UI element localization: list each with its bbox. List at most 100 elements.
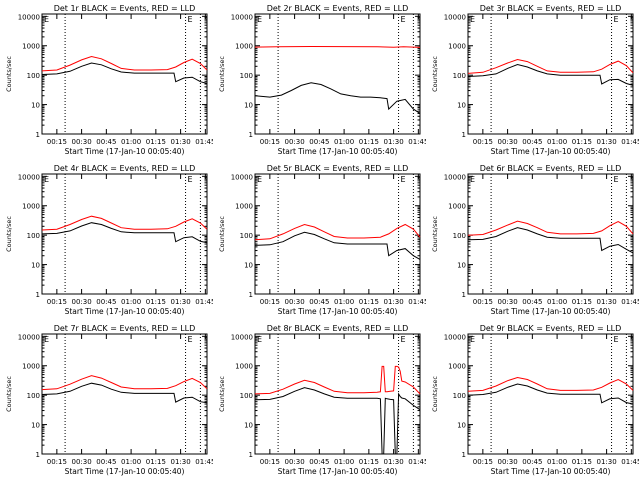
x-tick-label: 00:30 <box>72 458 92 466</box>
plot-frame <box>41 333 208 455</box>
detector-panel-3: Det 3r BLACK = Events, RED = LLD 1 10 100 10… <box>431 4 639 156</box>
y-axis-label: Counts/sec <box>5 376 13 412</box>
x-tick-label: 01:45 <box>408 458 426 466</box>
plot-frame <box>254 173 421 295</box>
marker-label: E <box>470 175 475 184</box>
x-tick-label: 00:15 <box>473 138 493 146</box>
plot-title: Det 5r BLACK = Events, RED = LLD <box>267 164 409 173</box>
y-axis-label: Counts/sec <box>431 56 439 92</box>
x-tick-label: 01:30 <box>597 458 617 466</box>
detector-panel-8: Det 8r BLACK = Events, RED = LLD 1 10 100 10… <box>218 324 426 476</box>
marker-label: E <box>44 15 49 24</box>
x-axis-label: Start Time (17-Jan-10 00:05:40) <box>278 307 398 316</box>
y-tick-label: 100 <box>27 392 40 400</box>
plot-frame <box>254 13 421 135</box>
x-tick-label: 00:15 <box>473 458 493 466</box>
x-tick-label: 00:30 <box>498 138 518 146</box>
plot-title: Det 9r BLACK = Events, RED = LLD <box>480 324 622 333</box>
y-tick-label: 1000 <box>235 203 253 211</box>
plot-frame <box>254 333 421 455</box>
x-tick-label: 01:45 <box>195 458 213 466</box>
x-axis-label: Start Time (17-Jan-10 00:05:40) <box>491 307 611 316</box>
detector-panel-5: Det 5r BLACK = Events, RED = LLD 1 10 100 10… <box>218 164 426 316</box>
events-series-line <box>254 387 421 455</box>
x-tick-label: 01:30 <box>171 298 191 306</box>
x-tick-label: 01:30 <box>171 138 191 146</box>
y-tick-label: 10000 <box>444 173 466 181</box>
x-tick-label: 00:45 <box>96 298 116 306</box>
x-axis-label: Start Time (17-Jan-10 00:05:40) <box>491 467 611 476</box>
events-series-line <box>41 62 208 84</box>
x-tick-label: 01:15 <box>146 298 166 306</box>
x-tick-label: 01:15 <box>146 138 166 146</box>
x-tick-label: 01:30 <box>384 458 404 466</box>
x-tick-label: 01:45 <box>621 138 639 146</box>
x-tick-label: 01:00 <box>121 298 141 306</box>
plot-title: Det 4r BLACK = Events, RED = LLD <box>54 164 196 173</box>
marker-label: E <box>257 335 262 344</box>
y-tick-label: 10000 <box>231 173 253 181</box>
y-tick-label: 100 <box>453 232 466 240</box>
y-tick-label: 1000 <box>448 363 466 371</box>
y-tick-label: 1 <box>36 291 40 299</box>
y-tick-label: 10 <box>31 422 40 430</box>
y-tick-label: 100 <box>453 72 466 80</box>
events-series-line <box>467 383 634 405</box>
y-tick-label: 100 <box>240 392 253 400</box>
x-tick-label: 01:45 <box>195 138 213 146</box>
marker-label: E <box>470 15 475 24</box>
y-tick-label: 100 <box>240 232 253 240</box>
x-tick-label: 01:30 <box>384 298 404 306</box>
y-tick-label: 10000 <box>444 333 466 341</box>
y-tick-label: 100 <box>240 72 253 80</box>
x-tick-label: 01:00 <box>547 298 567 306</box>
lld-series-line <box>41 375 208 391</box>
y-tick-label: 10000 <box>231 13 253 21</box>
x-tick-label: 01:15 <box>359 138 379 146</box>
plot-title: Det 2r BLACK = Events, RED = LLD <box>267 4 409 13</box>
y-tick-label: 1000 <box>448 43 466 51</box>
y-tick-label: 1 <box>249 291 253 299</box>
x-tick-label: 00:15 <box>47 138 67 146</box>
plot-title: Det 8r BLACK = Events, RED = LLD <box>267 324 409 333</box>
y-tick-label: 1000 <box>235 43 253 51</box>
x-tick-label: 01:00 <box>121 138 141 146</box>
detector-panel-7: Det 7r BLACK = Events, RED = LLD 1 10 100 10… <box>5 324 213 476</box>
y-tick-label: 10 <box>31 102 40 110</box>
marker-label: E <box>401 15 406 24</box>
detector-panel-1: Det 1r BLACK = Events, RED = LLD 1 10 100 10… <box>5 4 213 156</box>
x-tick-label: 00:45 <box>96 138 116 146</box>
y-tick-label: 1000 <box>22 363 40 371</box>
marker-label: E <box>401 335 406 344</box>
marker-label: E <box>44 335 49 344</box>
x-tick-label: 00:30 <box>498 458 518 466</box>
y-tick-label: 10000 <box>231 333 253 341</box>
events-series-line <box>254 231 421 260</box>
y-tick-label: 100 <box>27 232 40 240</box>
marker-label: E <box>44 175 49 184</box>
y-tick-label: 1000 <box>235 363 253 371</box>
x-tick-label: 00:30 <box>285 138 305 146</box>
y-tick-label: 1000 <box>448 203 466 211</box>
events-series-line <box>254 82 421 114</box>
x-tick-label: 01:45 <box>621 298 639 306</box>
plot-title: Det 3r BLACK = Events, RED = LLD <box>480 4 622 13</box>
x-tick-label: 00:45 <box>522 138 542 146</box>
y-tick-label: 100 <box>27 72 40 80</box>
x-axis-label: Start Time (17-Jan-10 00:05:40) <box>65 307 185 316</box>
y-tick-label: 10 <box>457 262 466 270</box>
plot-frame <box>467 173 634 295</box>
x-tick-label: 01:00 <box>547 458 567 466</box>
y-axis-label: Counts/sec <box>431 376 439 412</box>
lld-series-line <box>467 376 634 392</box>
marker-label: E <box>188 175 193 184</box>
lld-series-line <box>254 45 421 48</box>
plot-frame <box>41 13 208 135</box>
events-series-line <box>467 227 634 254</box>
marker-label: E <box>614 15 619 24</box>
x-tick-label: 00:30 <box>498 298 518 306</box>
x-tick-label: 00:45 <box>309 138 329 146</box>
x-tick-label: 01:15 <box>572 458 592 466</box>
y-tick-label: 1 <box>462 131 466 139</box>
y-tick-label: 1 <box>249 451 253 459</box>
